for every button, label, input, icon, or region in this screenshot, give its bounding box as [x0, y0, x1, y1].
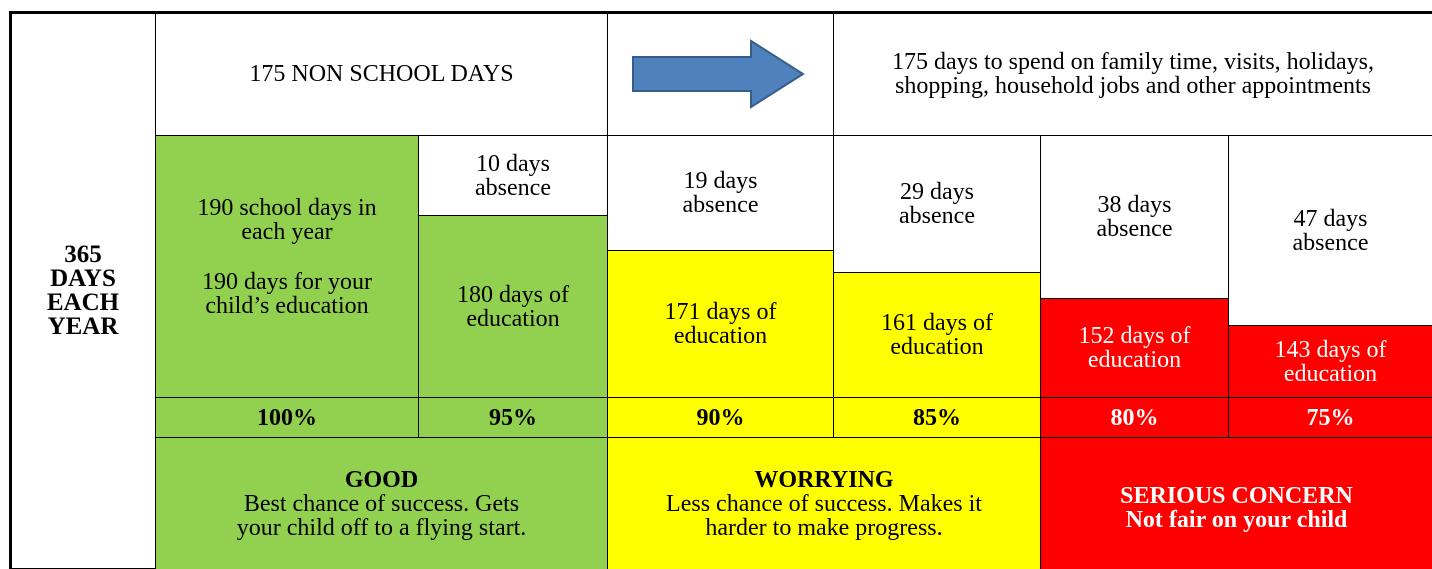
arrow	[631, 39, 805, 109]
side-line: DAYS	[50, 264, 116, 292]
full-year-cell: 190 school days in each year 190 days fo…	[155, 135, 419, 398]
education: 180 days of education	[457, 281, 569, 332]
percent-cell: 90%	[607, 397, 834, 438]
absence: 29 days absence	[899, 179, 975, 229]
band-text: Best chance of success. Gets your child …	[236, 491, 527, 541]
side-label: 365 DAYS EACH YEAR	[10, 12, 156, 569]
band-text: Less chance of success. Makes it harder …	[666, 491, 982, 541]
percent: 75%	[1306, 404, 1355, 431]
arrow-cell	[607, 12, 834, 136]
absence: 38 days absence	[1096, 192, 1173, 242]
education: 171 days of education	[664, 299, 777, 349]
percent-cell: 75%	[1228, 397, 1432, 438]
absence-cell: 47 days absence	[1228, 135, 1432, 326]
absence: 47 days absence	[1292, 205, 1369, 256]
non-school-cell: 175 NON SCHOOL DAYS	[155, 12, 608, 136]
band-serious: SERIOUS CONCERN Not fair on your child	[1040, 437, 1432, 569]
education-cell: 180 days of education	[418, 215, 608, 398]
percent-cell: 80%	[1040, 397, 1229, 438]
absence-cell: 38 days absence	[1040, 135, 1229, 299]
band-title: GOOD	[344, 467, 419, 493]
detail-cell: 175 days to spend on family time, visits…	[833, 12, 1432, 136]
education-cell: 152 days of education	[1040, 298, 1229, 398]
side-line: YEAR	[47, 312, 119, 340]
education: 143 days of education	[1274, 336, 1387, 387]
band-text: Not fair on your child	[1125, 507, 1348, 533]
absence-cell: 19 days absence	[607, 135, 834, 251]
percent-cell: 85%	[833, 397, 1041, 438]
education: 161 days of education	[881, 310, 993, 360]
percent: 85%	[913, 404, 961, 431]
percent: 80%	[1110, 404, 1159, 431]
band-title: WORRYING	[754, 467, 894, 493]
absence: 10 days absence	[475, 150, 551, 201]
side-line: 365	[64, 240, 102, 268]
percent: 95%	[489, 404, 537, 431]
non-school-detail: 175 days to spend on family time, visits…	[892, 49, 1374, 99]
band-worrying: WORRYING Less chance of success. Makes i…	[607, 437, 1041, 569]
percent: 90%	[696, 404, 745, 431]
percent: 100%	[257, 404, 317, 431]
absence: 19 days absence	[682, 168, 759, 218]
absence-cell: 29 days absence	[833, 135, 1041, 273]
band-title: SERIOUS CONCERN	[1120, 483, 1353, 509]
education: 152 days of education	[1078, 323, 1191, 373]
education-cell: 143 days of education	[1228, 325, 1432, 398]
percent-cell: 95%	[418, 397, 608, 438]
school-days: 190 school days in each year	[197, 194, 377, 245]
education-cell: 171 days of education	[607, 250, 834, 398]
absence-cell: 10 days absence	[418, 135, 608, 216]
non-school: 175 NON SCHOOL DAYS	[249, 61, 514, 87]
percent-cell: 100%	[155, 397, 419, 438]
band-good: GOOD Best chance of success. Gets your c…	[155, 437, 608, 569]
education-cell: 161 days of education	[833, 272, 1041, 398]
side-line: EACH	[46, 288, 120, 316]
full-education: 190 days for your child’s education	[202, 268, 372, 319]
